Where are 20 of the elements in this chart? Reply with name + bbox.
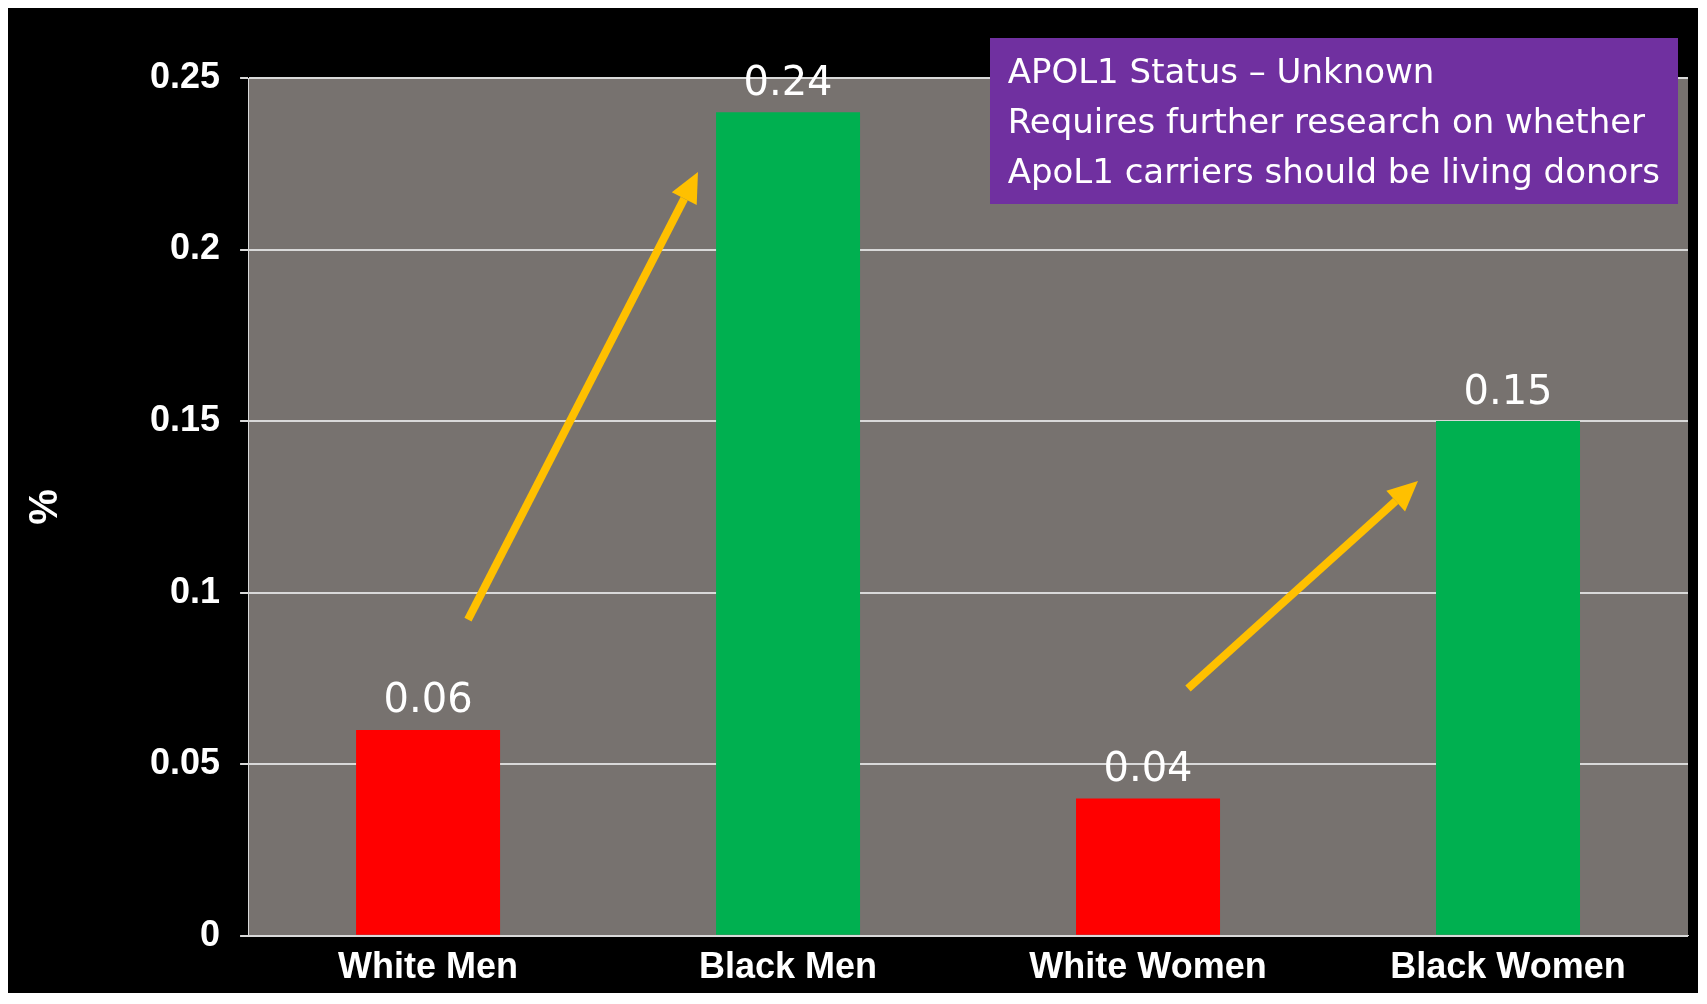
- bar: [716, 112, 861, 935]
- y-axis-title: %: [21, 489, 66, 525]
- y-tick-label: 0: [200, 912, 221, 954]
- annotation: Requires further research on whether: [1007, 100, 1647, 143]
- annotation: ApoL1 carriers should be living donors: [1007, 150, 1660, 193]
- x-tick-label: White Women: [1029, 945, 1267, 987]
- y-tick-label: 0.25: [149, 54, 221, 96]
- x-tick-label: White Men: [338, 945, 519, 987]
- bar: [1436, 421, 1581, 935]
- y-tick-label: 0.1: [170, 569, 221, 611]
- x-tick-label: Black Women: [1390, 945, 1626, 987]
- data-label: 0.06: [383, 675, 473, 722]
- x-tick-label: Black Men: [699, 945, 878, 987]
- annotation: APOL1 Status – Unknown: [1007, 50, 1436, 93]
- y-tick-label: 0.2: [170, 226, 221, 268]
- bar: [356, 729, 501, 935]
- y-tick-label: 0.15: [149, 398, 221, 440]
- y-tick-label: 0.05: [149, 741, 221, 783]
- data-label: 0.15: [1463, 366, 1553, 413]
- bar: [1076, 798, 1221, 935]
